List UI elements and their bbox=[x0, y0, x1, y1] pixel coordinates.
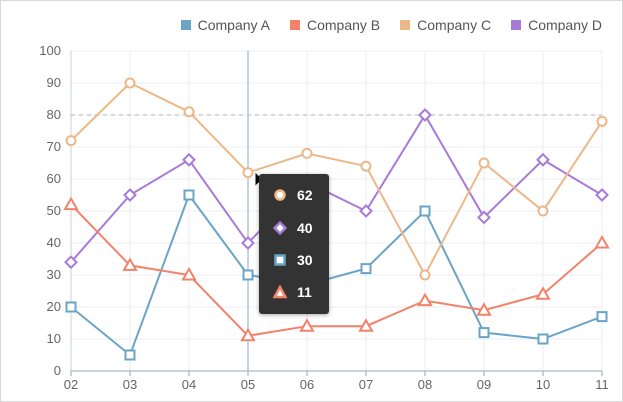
data-point-circle bbox=[478, 157, 490, 169]
data-point-diamond bbox=[359, 204, 373, 218]
data-point-circle bbox=[124, 77, 136, 89]
tooltip-value: 11 bbox=[297, 284, 312, 300]
x-tick-label: 08 bbox=[418, 377, 432, 392]
data-point-diamond bbox=[536, 152, 550, 167]
data-point-diamond bbox=[241, 236, 255, 250]
data-point-circle bbox=[596, 115, 608, 127]
legend-swatch bbox=[290, 20, 300, 30]
data-point-circle bbox=[537, 205, 549, 217]
square-icon bbox=[267, 253, 293, 267]
y-tick-label: 80 bbox=[47, 107, 61, 122]
tooltip-value: 40 bbox=[297, 220, 313, 236]
data-point-triangle bbox=[594, 234, 610, 249]
tooltip-row: 40 bbox=[259, 218, 313, 238]
data-point-square bbox=[360, 263, 372, 275]
data-point-square bbox=[124, 349, 136, 361]
y-tick-label: 30 bbox=[47, 267, 61, 282]
circle-icon bbox=[267, 188, 293, 202]
x-tick-label: 09 bbox=[477, 377, 491, 392]
x-tick-label: 03 bbox=[123, 377, 137, 392]
data-point-diamond bbox=[123, 188, 137, 202]
x-tick-label: 11 bbox=[595, 377, 609, 392]
series-line-company-b bbox=[70, 203, 603, 337]
legend-label: Company B bbox=[307, 17, 381, 33]
data-point-diamond bbox=[182, 152, 196, 167]
tooltip-value: 30 bbox=[297, 252, 313, 268]
data-point-square bbox=[596, 311, 608, 323]
y-tick-label: 70 bbox=[47, 139, 61, 154]
tooltip-row: 11 bbox=[259, 282, 312, 302]
x-tick-label: 05 bbox=[241, 377, 255, 392]
legend-swatch bbox=[400, 20, 411, 30]
data-point-square bbox=[537, 333, 549, 345]
data-point-square bbox=[183, 189, 195, 201]
y-tick-label: 10 bbox=[47, 331, 61, 346]
legend-item-company-b[interactable]: Company B bbox=[290, 17, 380, 33]
y-tick-label: 90 bbox=[47, 75, 61, 90]
data-point-circle bbox=[242, 167, 254, 179]
legend-label: Company D bbox=[528, 17, 602, 33]
data-point-square bbox=[65, 301, 77, 313]
series-line-company-a bbox=[70, 192, 603, 357]
data-point-diamond bbox=[477, 210, 491, 225]
legend-item-company-a[interactable]: Company A bbox=[180, 17, 270, 33]
data-point-diamond bbox=[595, 188, 609, 202]
x-tick-label: 06 bbox=[300, 377, 314, 392]
data-point-triangle bbox=[240, 327, 256, 342]
triangle-icon bbox=[267, 285, 293, 299]
legend-swatch bbox=[511, 20, 522, 30]
data-point-diamond bbox=[418, 108, 432, 122]
data-point-square bbox=[419, 205, 431, 217]
legend-item-company-c[interactable]: Company C bbox=[400, 17, 491, 33]
x-tick-label: 10 bbox=[536, 377, 550, 392]
diamond-icon bbox=[267, 221, 293, 235]
data-point-circle bbox=[419, 269, 431, 281]
y-tick-label: 40 bbox=[47, 235, 61, 250]
y-tick-label: 50 bbox=[47, 203, 61, 218]
data-point-triangle bbox=[476, 302, 492, 316]
x-tick-label: 07 bbox=[359, 377, 373, 392]
series-line-company-c bbox=[70, 81, 603, 278]
tooltip-value: 62 bbox=[297, 187, 313, 203]
y-tick-label: 20 bbox=[47, 299, 61, 314]
data-point-triangle bbox=[358, 318, 374, 332]
legend: Company A Company B Company C Company D bbox=[180, 17, 602, 33]
data-point-triangle bbox=[63, 196, 79, 211]
y-tick-label: 0 bbox=[54, 363, 61, 378]
data-point-triangle bbox=[122, 257, 138, 271]
data-point-square bbox=[478, 327, 490, 339]
x-tick-label: 02 bbox=[64, 377, 78, 392]
data-point-triangle bbox=[299, 318, 315, 332]
legend-item-company-d[interactable]: Company D bbox=[511, 17, 602, 33]
data-point-circle bbox=[360, 160, 372, 172]
data-point-circle bbox=[301, 147, 313, 159]
series-line-company-d bbox=[70, 113, 603, 263]
data-point-circle bbox=[183, 106, 195, 118]
data-point-triangle bbox=[181, 266, 197, 281]
data-point-square bbox=[242, 269, 254, 281]
data-point-diamond bbox=[64, 255, 78, 270]
tooltip: 62 40 30 11 bbox=[259, 174, 329, 314]
legend-label: Company A bbox=[197, 17, 270, 33]
tooltip-row: 62 bbox=[259, 185, 313, 205]
legend-swatch bbox=[180, 20, 191, 30]
data-point-circle bbox=[65, 135, 77, 147]
legend-label: Company C bbox=[417, 17, 492, 33]
data-point-triangle bbox=[417, 292, 433, 307]
y-tick-label: 60 bbox=[47, 171, 61, 186]
tooltip-row: 30 bbox=[259, 250, 313, 270]
x-tick-label: 04 bbox=[182, 377, 196, 392]
data-point-triangle bbox=[535, 286, 551, 300]
y-tick-label: 100 bbox=[39, 43, 61, 58]
